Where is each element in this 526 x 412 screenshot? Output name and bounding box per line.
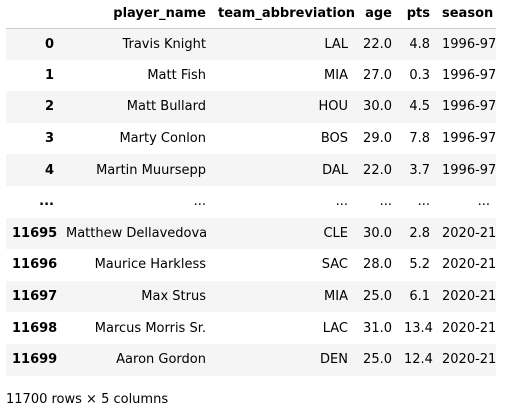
row-index-cell: 4 — [44, 162, 54, 178]
pts-cell: 5.2 — [409, 257, 430, 273]
season-cell: 1996-97 — [442, 131, 496, 147]
age-cell: 25.0 — [363, 352, 392, 368]
team-abbreviation-cell: MIA — [324, 289, 348, 305]
column-header-age: age — [354, 0, 398, 29]
column-header-pts: pts — [398, 0, 436, 29]
table-row: ... ... ... ... ... ... — [6, 185, 496, 218]
age-cell: ... — [379, 194, 392, 210]
team-abbreviation-cell: SAC — [321, 257, 348, 273]
table-row: 4 Martin Muursepp DAL 22.0 3.7 1996-97 — [6, 154, 496, 186]
player-name-cell: Matt Bullard — [126, 99, 206, 115]
column-header-player-name: player_name — [60, 0, 212, 29]
team-abbreviation-cell: MIA — [324, 67, 348, 83]
row-index-cell: 0 — [44, 36, 54, 52]
dataframe-table: player_name team_abbreviation age pts se… — [6, 0, 496, 376]
age-cell: 22.0 — [363, 36, 392, 52]
team-abbreviation-cell: BOS — [320, 131, 348, 147]
player-name-cell: Matt Fish — [147, 67, 206, 83]
age-cell: 27.0 — [363, 67, 392, 83]
team-abbreviation-cell: CLE — [323, 225, 348, 241]
team-abbreviation-cell: DEN — [320, 352, 348, 368]
table-row: 11698 Marcus Morris Sr. LAC 31.0 13.4 20… — [6, 312, 496, 344]
pts-cell: 4.8 — [409, 36, 430, 52]
table-row: 0 Travis Knight LAL 22.0 4.8 1996-97 — [6, 28, 496, 60]
row-index-cell: 11699 — [12, 352, 58, 368]
player-name-cell: Maurice Harkless — [94, 257, 206, 273]
row-index-cell: 1 — [44, 67, 54, 83]
season-cell: 2020-21 — [442, 257, 496, 273]
table-row: 11695 Matthew Dellavedova CLE 30.0 2.8 2… — [6, 217, 496, 250]
season-cell: 2020-21 — [442, 352, 496, 368]
dataframe-output: player_name team_abbreviation age pts se… — [6, 0, 496, 376]
pts-cell: 0.3 — [409, 67, 430, 83]
player-name-cell: Marcus Morris Sr. — [94, 320, 206, 336]
row-index-cell: ... — [39, 194, 54, 210]
pts-cell: 13.4 — [404, 320, 433, 336]
pts-cell: 6.1 — [409, 289, 430, 305]
age-cell: 31.0 — [363, 320, 392, 336]
column-header-team-abbreviation: team_abbreviation — [212, 0, 354, 29]
table-row: 11699 Aaron Gordon DEN 25.0 12.4 2020-21 — [6, 343, 496, 376]
age-cell: 25.0 — [363, 289, 392, 305]
season-cell: 1996-97 — [442, 99, 496, 115]
team-abbreviation-cell: LAC — [322, 320, 348, 336]
player-name-cell: Aaron Gordon — [116, 352, 206, 368]
season-cell: 1996-97 — [442, 162, 496, 178]
season-cell: 1996-97 — [442, 67, 496, 83]
column-header-season: season — [436, 0, 496, 29]
row-index-cell: 11698 — [12, 320, 58, 336]
player-name-cell: Matthew Dellavedova — [66, 225, 208, 241]
season-cell: 2020-21 — [442, 320, 496, 336]
age-cell: 30.0 — [363, 225, 392, 241]
season-cell: 2020-21 — [442, 289, 496, 305]
table-row: 3 Marty Conlon BOS 29.0 7.8 1996-97 — [6, 122, 496, 155]
pts-cell: 2.8 — [409, 225, 430, 241]
pts-cell: 7.8 — [409, 131, 430, 147]
season-cell: 1996-97 — [442, 36, 496, 52]
pts-cell: 4.5 — [409, 99, 430, 115]
age-cell: 22.0 — [363, 162, 392, 178]
age-cell: 29.0 — [363, 131, 392, 147]
table-row: 2 Matt Bullard HOU 30.0 4.5 1996-97 — [6, 91, 496, 123]
row-index-cell: 11697 — [12, 289, 58, 305]
row-index-cell: 11695 — [12, 225, 58, 241]
index-header — [6, 0, 60, 29]
player-name-cell: Marty Conlon — [119, 131, 206, 147]
season-cell: ... — [477, 194, 490, 210]
row-index-cell: 3 — [44, 131, 54, 147]
table-row: 11697 Max Strus MIA 25.0 6.1 2020-21 — [6, 280, 496, 313]
player-name-cell: Travis Knight — [122, 36, 206, 52]
team-abbreviation-cell: ... — [335, 194, 348, 210]
player-name-cell: Max Strus — [141, 289, 206, 305]
table-row: 1 Matt Fish MIA 27.0 0.3 1996-97 — [6, 59, 496, 92]
team-abbreviation-cell: LAL — [324, 36, 348, 52]
shape-summary: 11700 rows × 5 columns — [6, 392, 169, 407]
season-cell: 2020-21 — [442, 225, 496, 241]
row-index-cell: 2 — [44, 99, 54, 115]
table-row: 11696 Maurice Harkless SAC 28.0 5.2 2020… — [6, 249, 496, 281]
player-name-cell: ... — [193, 194, 206, 210]
age-cell: 28.0 — [363, 257, 392, 273]
player-name-cell: Martin Muursepp — [96, 162, 206, 178]
team-abbreviation-cell: DAL — [322, 162, 348, 178]
table-body: 0 Travis Knight LAL 22.0 4.8 1996-97 1 M… — [6, 28, 496, 376]
row-index-cell: 11696 — [12, 257, 58, 273]
header-row: player_name team_abbreviation age pts se… — [6, 0, 496, 29]
pts-cell: ... — [417, 194, 430, 210]
age-cell: 30.0 — [363, 99, 392, 115]
pts-cell: 3.7 — [409, 162, 430, 178]
pts-cell: 12.4 — [404, 352, 433, 368]
team-abbreviation-cell: HOU — [318, 99, 348, 115]
